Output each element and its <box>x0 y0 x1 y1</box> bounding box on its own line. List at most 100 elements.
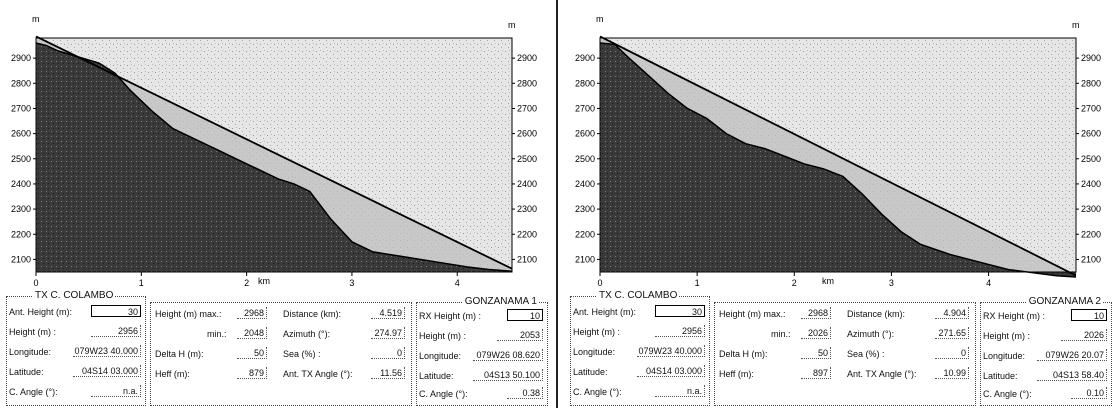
y-tick-label-right: 2300 <box>517 204 537 214</box>
ant-height-field[interactable]: 30 <box>655 305 705 317</box>
rx-latitude-label: Latitude: <box>983 371 1018 381</box>
tx-latitude-label: Latitude: <box>9 367 44 377</box>
y-tick-label-right: 2900 <box>1081 53 1101 63</box>
y-tick-label-right: 2300 <box>1081 204 1101 214</box>
y-unit-right: m <box>508 20 516 30</box>
y-tick-label-right: 2800 <box>517 78 537 88</box>
rx-latitude-value: 04S13 50.100 <box>473 369 543 381</box>
distance-label: Distance (km): <box>847 309 906 319</box>
y-tick-label-left: 2400 <box>575 179 595 189</box>
rx-title: GONZANAMA 2 <box>1026 296 1103 307</box>
hmax-label: Height (m) max.: <box>155 309 222 319</box>
x-tick-label: 3 <box>889 278 894 288</box>
y-tick-label-left: 2900 <box>11 53 31 63</box>
tx-longitude-value: 079W23 40.000 <box>73 345 141 357</box>
tx-height-value: 2956 <box>91 325 141 337</box>
y-tick-label-left: 2700 <box>575 103 595 113</box>
x-tick-label: 1 <box>139 278 144 288</box>
terrain-profile-chart: m m 2100 2100 2200 2200 2300 2300 2400 2400 2500 25… <box>575 14 1101 288</box>
x-axis-label: km <box>258 276 270 286</box>
tx-c-angle-value: n.a. <box>655 385 705 397</box>
terrain-line <box>35 42 513 272</box>
link-params-group: Height (m) max.: 2968 min.: 2048 Delta H… <box>150 302 412 406</box>
rx-longitude-label: Longitude: <box>983 351 1026 361</box>
ant-height-field[interactable]: 30 <box>91 305 141 317</box>
line-of-sight <box>35 35 513 270</box>
hmax-value: 2968 <box>237 307 267 319</box>
y-tick-label-right: 2800 <box>1081 78 1101 88</box>
heff-value: 879 <box>237 367 267 379</box>
y-tick-label-right: 2700 <box>517 103 537 113</box>
sea-value: 0 <box>935 347 969 359</box>
tx-longitude-label: Longitude: <box>9 347 52 357</box>
y-tick-label-right: 2500 <box>1081 154 1101 164</box>
rx-ground-height-value: 2026 <box>1061 329 1107 341</box>
y-tick-label-right: 2400 <box>1081 179 1101 189</box>
y-tick-label-right: 2100 <box>517 254 537 264</box>
rx-title: GONZANAMA 1 <box>462 296 539 307</box>
tx-title: TX C. COLAMBO <box>597 290 680 301</box>
rx-group: GONZANAMA 1 RX Height (m) : 10 Height (m… <box>416 296 548 406</box>
tx-height-label: Height (m) : <box>573 327 621 337</box>
delta-h-label: Delta H (m): <box>719 349 768 359</box>
tx-angle-label: Ant. TX Angle (°): <box>847 369 917 379</box>
heff-label: Heff (m): <box>155 369 190 379</box>
y-tick-label-right: 2500 <box>517 154 537 164</box>
y-tick-label-left: 2100 <box>11 254 31 264</box>
line-of-sight <box>599 35 1077 277</box>
tx-angle-value: 11.56 <box>371 367 405 379</box>
ant-height-label: Ant. Height (m): <box>9 307 73 317</box>
rx-height-field[interactable]: 10 <box>1071 309 1107 321</box>
y-tick-label-right: 2100 <box>1081 254 1101 264</box>
tx-angle-label: Ant. TX Angle (°): <box>283 369 353 379</box>
x-tick-label: 2 <box>244 278 249 288</box>
distance-label: Distance (km): <box>283 309 342 319</box>
y-tick-label-right: 2400 <box>517 179 537 189</box>
rx-height-field[interactable]: 10 <box>507 309 543 321</box>
y-tick-label-left: 2100 <box>575 254 595 264</box>
y-tick-label-left: 2300 <box>11 204 31 214</box>
tx-title: TX C. COLAMBO <box>33 290 116 301</box>
distance-value: 4.904 <box>935 307 969 319</box>
ant-height-label: Ant. Height (m): <box>573 307 637 317</box>
y-tick-label-left: 2500 <box>575 154 595 164</box>
y-tick-label-right: 2200 <box>1081 229 1101 239</box>
tx-group: TX C. COLAMBO Ant. Height (m): 30 Height… <box>570 290 710 406</box>
plot-frame <box>35 37 513 273</box>
azimuth-value: 271.65 <box>935 327 969 339</box>
tx-latitude-value: 04S14 03.000 <box>73 365 141 377</box>
y-tick-label-left: 2200 <box>575 229 595 239</box>
x-tick-label: 0 <box>33 278 38 288</box>
y-tick-label-right: 2600 <box>1081 129 1101 139</box>
x-tick-label: 1 <box>695 278 700 288</box>
hmin-label: min.: <box>771 329 791 339</box>
y-tick-label-left: 2600 <box>575 129 595 139</box>
rx-latitude-value: 04S13 58.40 <box>1037 369 1107 381</box>
x-tick-label: 2 <box>792 278 797 288</box>
delta-h-label: Delta H (m): <box>155 349 204 359</box>
y-tick-label-left: 2200 <box>11 229 31 239</box>
tx-angle-value: 10.99 <box>935 367 969 379</box>
y-tick-label-left: 2900 <box>575 53 595 63</box>
profile-panel-1: m m 2100 2100 2200 2200 2300 2300 2400 2400 2500 25… <box>0 0 552 408</box>
y-unit-right: m <box>1072 20 1080 30</box>
sea-label: Sea (%) : <box>847 349 885 359</box>
y-tick-label-left: 2600 <box>11 129 31 139</box>
y-tick-label-left: 2800 <box>11 78 31 88</box>
tx-longitude-label: Longitude: <box>573 347 616 357</box>
x-tick-label: 4 <box>986 278 991 288</box>
y-tick-label-left: 2700 <box>11 103 31 113</box>
hmin-value: 2048 <box>237 327 267 339</box>
y-tick-label-right: 2200 <box>517 229 537 239</box>
delta-h-value: 50 <box>801 347 831 359</box>
hmax-value: 2968 <box>801 307 831 319</box>
rx-latitude-label: Latitude: <box>419 371 454 381</box>
terrain-area <box>600 43 1076 278</box>
x-tick-label: 4 <box>455 278 460 288</box>
profile-panel-2: m m 2100 2100 2200 2200 2300 2300 2400 2400 2500 25… <box>564 0 1116 408</box>
y-tick-label-right: 2900 <box>517 53 537 63</box>
rx-longitude-value: 079W26 20.07 <box>1037 349 1107 361</box>
y-tick-label-left: 2400 <box>11 179 31 189</box>
y-unit-left: m <box>32 14 40 24</box>
terrain-profile-chart: m m 2100 2100 2200 2200 2300 2300 2400 2400 2500 25… <box>11 14 537 288</box>
